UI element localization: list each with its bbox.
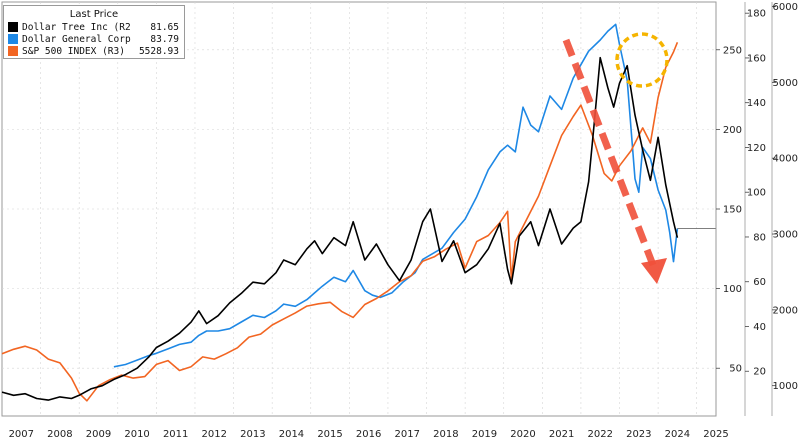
y-axis-r1-tick-label: 20 <box>753 367 766 378</box>
x-tick-label: 2019 <box>472 429 497 440</box>
x-tick-label: 2020 <box>510 429 535 440</box>
legend-value: 81.65 <box>150 21 179 33</box>
annotation-layer <box>562 32 669 284</box>
trend-arrow-shaft <box>562 38 657 267</box>
series-layer <box>1 23 716 402</box>
y-axis-r2-tick-label: 100 <box>723 284 742 295</box>
legend-item-dollar-general: Dollar General Corp (R1) 83.79 <box>4 33 184 45</box>
x-tick-label: 2022 <box>587 429 612 440</box>
x-tick-label: 2012 <box>202 429 227 440</box>
y-axis-r3-tick-label: 3000 <box>773 230 798 241</box>
x-tick-label: 2024 <box>665 429 690 440</box>
x-tick-label: 2025 <box>703 429 728 440</box>
y-axis-r2-tick-label: 200 <box>723 125 742 136</box>
series-line-1 <box>113 23 679 368</box>
y-axis-r2-tick-label: 150 <box>723 205 742 216</box>
legend-title: Last Price <box>69 9 119 20</box>
x-tick-label: 2007 <box>9 429 34 440</box>
legend-label: Dollar Tree Inc (R2) <box>22 21 130 33</box>
x-tick-label: 2010 <box>124 429 149 440</box>
y-axis-r3-tick-label: 5000 <box>773 78 798 89</box>
x-tick-label: 2016 <box>356 429 381 440</box>
x-tick-label: 2021 <box>549 429 574 440</box>
y-axis-r1-tick-label: 180 <box>747 9 766 20</box>
y-axis-r1-tick-label: 160 <box>747 53 766 64</box>
y-axis-r3: 1000 2000 3000 4000 5000 6000 <box>771 2 798 416</box>
x-tick-label: 2011 <box>163 429 188 440</box>
series-line-0 <box>1 56 679 401</box>
x-axis: 2007 2008 2009 2010 2011 2012 2013 2014 2015 2016… <box>9 429 729 440</box>
legend-item-dollar-tree: Dollar Tree Inc (R2) 81.65 <box>4 21 184 33</box>
legend: Last Price Dollar Tree Inc (R2) 81.65 Do… <box>3 5 185 59</box>
highlight-circle <box>615 32 669 88</box>
y-axis-r1-tick-label: 100 <box>747 188 766 199</box>
legend-item-sp500: S&P 500 INDEX (R3) 5528.93 <box>4 45 184 57</box>
gridlines <box>2 2 716 416</box>
legend-label: Dollar General Corp (R1) <box>22 33 136 45</box>
legend-value: 83.79 <box>150 33 179 45</box>
y-axis-r1-tick-label: 60 <box>753 277 766 288</box>
y-axis-r3-tick-label: 4000 <box>773 154 798 165</box>
legend-label: S&P 500 INDEX (R3) <box>22 45 125 57</box>
x-tick-label: 2014 <box>279 429 304 440</box>
y-axis-r2-tick-label: 50 <box>729 364 742 375</box>
y-axis-r2: 50 100 150 200 250 <box>715 2 742 416</box>
x-tick-label: 2015 <box>317 429 342 440</box>
x-tick-label: 2009 <box>86 429 111 440</box>
legend-swatch-sp500 <box>8 46 18 56</box>
y-axis-r1: 20 40 60 80 100 120 140 160 180 <box>744 2 766 416</box>
legend-swatch-dollar-tree <box>8 22 18 32</box>
legend-value: 5528.93 <box>138 45 179 57</box>
x-tick-label: 2013 <box>240 429 265 440</box>
y-axis-r1-tick-label: 120 <box>747 143 766 154</box>
y-axis-r3-tick-label: 6000 <box>773 2 798 13</box>
plot-area <box>1 1 717 417</box>
series-line-2 <box>1 42 679 402</box>
x-tick-label: 2008 <box>47 429 72 440</box>
x-tick-label: 2018 <box>433 429 458 440</box>
x-tick-label: 2017 <box>395 429 420 440</box>
x-tick-label: 2023 <box>626 429 651 440</box>
y-axis-r3-tick-label: 2000 <box>773 305 798 316</box>
legend-swatch-dollar-general <box>8 34 18 44</box>
y-axis-r2-tick-label: 250 <box>723 45 742 56</box>
y-axis-r3-tick-label: 1000 <box>773 381 798 392</box>
trend-arrow-head <box>641 258 667 284</box>
y-axis-r1-tick-label: 140 <box>747 98 766 109</box>
y-axis-r1-tick-label: 40 <box>753 322 766 333</box>
y-axis-r1-tick-label: 80 <box>753 232 766 243</box>
